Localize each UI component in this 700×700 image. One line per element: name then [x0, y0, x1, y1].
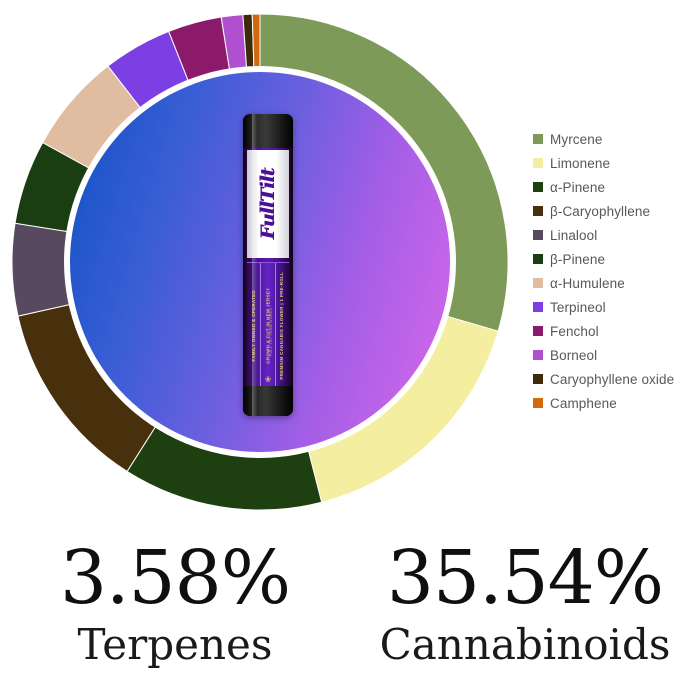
potency-stats: 3.58% Terpenes 35.54% Cannabinoids — [0, 536, 700, 700]
stat-cannabinoids-label: Cannabinoids — [379, 620, 671, 669]
legend-item[interactable]: Borneol — [533, 343, 700, 367]
legend-item-label: α-Humulene — [550, 275, 625, 291]
legend-color-swatch — [533, 134, 543, 144]
tube-info-col-2: GROWN & CUT IN NEW JERSEY — [260, 263, 274, 389]
legend-item-label: β-Caryophyllene — [550, 203, 651, 219]
legend-item[interactable]: Caryophyllene oxide — [533, 367, 700, 391]
legend-item[interactable]: β-Pinene — [533, 247, 700, 271]
legend-item[interactable]: Limonene — [533, 151, 700, 175]
tube-info-line-3: FAMILY OWNED & OPERATED — [250, 290, 256, 362]
legend-color-swatch — [533, 158, 543, 168]
legend-item[interactable]: Fenchol — [533, 319, 700, 343]
tube-cap-top — [243, 114, 293, 148]
legend-item-label: Limonene — [550, 155, 611, 171]
legend-color-swatch — [533, 278, 543, 288]
tube-info-line-1: PREMIUM CANNABIS FLOWER | 1 PRE-ROLL — [279, 272, 285, 380]
tube-body: FullTilt PREMIUM CANNABIS FLOWER | 1 PRE… — [243, 114, 293, 416]
stat-terpenes-value: 3.58% — [59, 535, 291, 621]
legend-color-swatch — [533, 254, 543, 264]
legend-item[interactable]: Linalool — [533, 223, 700, 247]
brand-name-text: FullTilt — [257, 168, 279, 240]
legend-color-swatch — [533, 302, 543, 312]
tube-info-col-1: PREMIUM CANNABIS FLOWER | 1 PRE-ROLL — [274, 263, 289, 389]
legend-color-swatch — [533, 326, 543, 336]
legend-item-label: Fenchol — [550, 323, 599, 339]
legend-color-swatch — [533, 374, 543, 384]
stat-terpenes: 3.58% Terpenes — [0, 536, 350, 700]
legend-color-swatch — [533, 398, 543, 408]
tube-info-col-3: FAMILY OWNED & OPERATED — [247, 263, 260, 389]
legend-item[interactable]: α-Pinene — [533, 175, 700, 199]
legend-item[interactable]: Camphene — [533, 391, 700, 415]
donut-chart: FullTilt PREMIUM CANNABIS FLOWER | 1 PRE… — [11, 13, 509, 511]
legend-color-swatch — [533, 206, 543, 216]
legend-item[interactable]: Myrcene — [533, 127, 700, 151]
legend-color-swatch — [533, 230, 543, 240]
stat-cannabinoids-value: 35.54% — [386, 535, 664, 621]
tube-cap-bottom — [243, 386, 293, 416]
tube-emblem-icon: ❀ — [264, 375, 272, 384]
tube-side-text: FULL TILT FARM WORKS — [269, 307, 273, 356]
chart-legend: Myrcene Limonene α-Pinene β-Caryophyllene Li… — [533, 127, 700, 415]
legend-item-label: Borneol — [550, 347, 598, 363]
legend-item-label: β-Pinene — [550, 251, 606, 267]
stat-cannabinoids: 35.54% Cannabinoids — [350, 536, 700, 700]
tube-info-label: PREMIUM CANNABIS FLOWER | 1 PRE-ROLL GRO… — [247, 262, 289, 390]
legend-item[interactable]: Terpineol — [533, 295, 700, 319]
legend-item[interactable]: α-Humulene — [533, 271, 700, 295]
legend-color-swatch — [533, 182, 543, 192]
legend-item-label: α-Pinene — [550, 179, 606, 195]
legend-item-label: Terpineol — [550, 299, 606, 315]
legend-item-label: Caryophyllene oxide — [550, 371, 675, 387]
legend-item-label: Myrcene — [550, 131, 603, 147]
legend-item-label: Camphene — [550, 395, 617, 411]
legend-color-swatch — [533, 350, 543, 360]
tube-brand-label: FullTilt — [247, 150, 289, 258]
product-preroll-tube: FullTilt PREMIUM CANNABIS FLOWER | 1 PRE… — [243, 114, 293, 416]
stat-terpenes-label: Terpenes — [77, 620, 273, 669]
legend-item-label: Linalool — [550, 227, 598, 243]
legend-item[interactable]: β-Caryophyllene — [533, 199, 700, 223]
